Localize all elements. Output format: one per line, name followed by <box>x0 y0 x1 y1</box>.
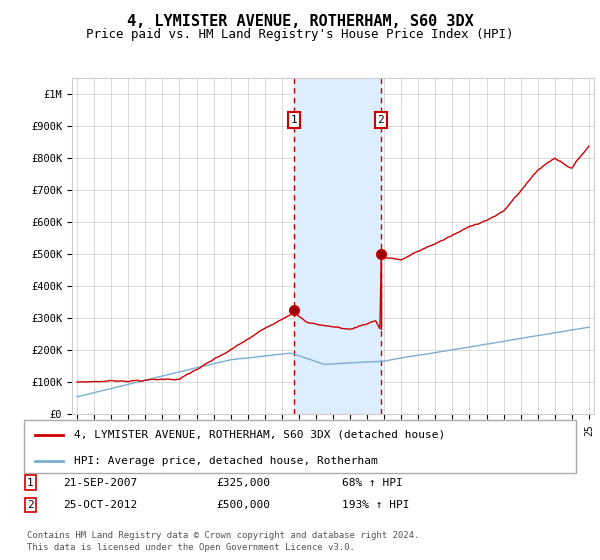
Text: 193% ↑ HPI: 193% ↑ HPI <box>342 500 409 510</box>
Text: This data is licensed under the Open Government Licence v3.0.: This data is licensed under the Open Gov… <box>27 543 355 552</box>
Text: HPI: Average price, detached house, Rotherham: HPI: Average price, detached house, Roth… <box>74 456 377 466</box>
Text: 4, LYMISTER AVENUE, ROTHERHAM, S60 3DX (detached house): 4, LYMISTER AVENUE, ROTHERHAM, S60 3DX (… <box>74 430 445 440</box>
Text: £325,000: £325,000 <box>216 478 270 488</box>
Text: 68% ↑ HPI: 68% ↑ HPI <box>342 478 403 488</box>
Text: 1: 1 <box>27 478 34 488</box>
Text: Contains HM Land Registry data © Crown copyright and database right 2024.: Contains HM Land Registry data © Crown c… <box>27 531 419 540</box>
Text: 25-OCT-2012: 25-OCT-2012 <box>63 500 137 510</box>
Text: 4, LYMISTER AVENUE, ROTHERHAM, S60 3DX: 4, LYMISTER AVENUE, ROTHERHAM, S60 3DX <box>127 14 473 29</box>
Text: 2: 2 <box>377 115 384 125</box>
Text: 2: 2 <box>27 500 34 510</box>
Text: Price paid vs. HM Land Registry's House Price Index (HPI): Price paid vs. HM Land Registry's House … <box>86 28 514 41</box>
Text: £500,000: £500,000 <box>216 500 270 510</box>
Bar <box>294 78 381 414</box>
Text: 21-SEP-2007: 21-SEP-2007 <box>63 478 137 488</box>
Text: 1: 1 <box>291 115 298 125</box>
